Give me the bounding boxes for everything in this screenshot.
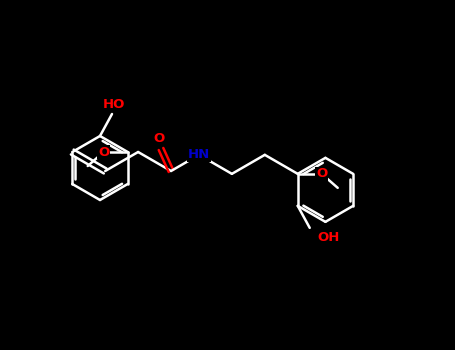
Text: HO: HO <box>103 98 125 111</box>
Text: OH: OH <box>318 231 340 244</box>
Text: HN: HN <box>188 148 210 161</box>
Text: O: O <box>153 133 165 146</box>
Text: O: O <box>316 167 327 180</box>
Text: O: O <box>98 146 109 159</box>
